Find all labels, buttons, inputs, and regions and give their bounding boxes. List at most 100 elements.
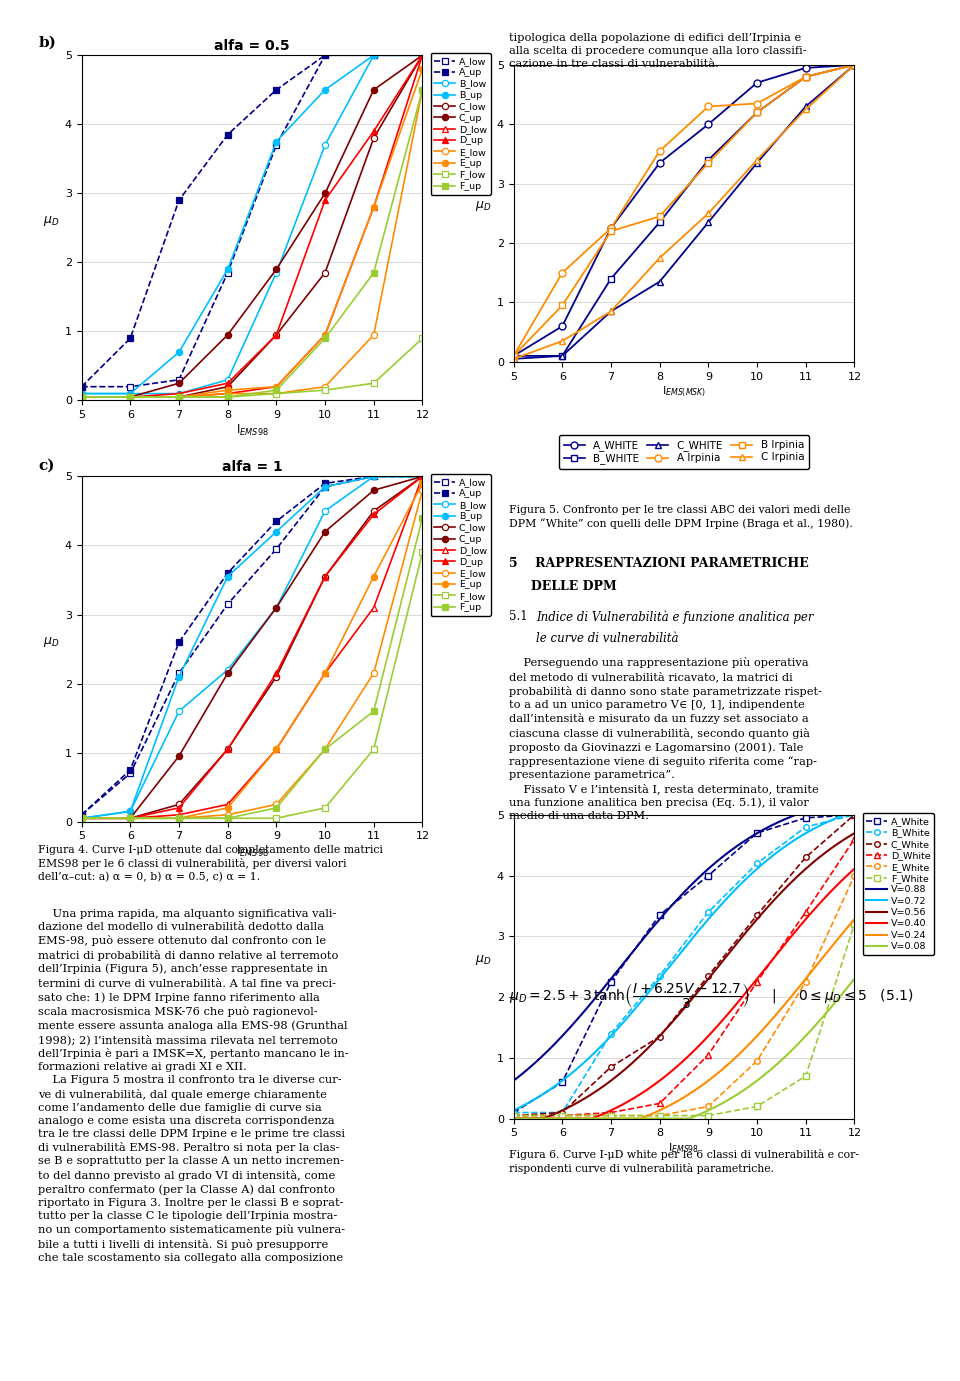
- C_low: [76, 389, 87, 406]
- Line: A Irpinia: A Irpinia: [510, 61, 858, 359]
- Text: Figura 6. Curve I-μD white per le 6 classi di vulnerabilità e cor-
rispondenti c: Figura 6. Curve I-μD white per le 6 clas…: [509, 1149, 859, 1174]
- E_low: [76, 809, 87, 826]
- F_low: [417, 330, 428, 347]
- D_up: [368, 505, 379, 522]
- F_low: [368, 374, 379, 392]
- A_up: [76, 378, 87, 395]
- A_up: [368, 47, 379, 64]
- D_up: [368, 123, 379, 139]
- Line: A_low: A_low: [79, 474, 425, 818]
- D_low: [76, 809, 87, 826]
- E_up: [76, 809, 87, 826]
- C_up: [173, 749, 184, 765]
- A_WHITE: [849, 57, 860, 73]
- C_low: [222, 740, 233, 757]
- A Irpinia: [703, 98, 714, 115]
- B_up: [271, 134, 282, 151]
- E_up: [368, 569, 379, 586]
- D_low: [368, 199, 379, 215]
- B Irpinia: [752, 104, 763, 120]
- E_up: [271, 378, 282, 395]
- B_low: [320, 503, 331, 519]
- A_low: [76, 807, 87, 823]
- Y-axis label: $\mu_D$: $\mu_D$: [42, 635, 60, 649]
- D_low: [173, 807, 184, 823]
- C_up: [271, 261, 282, 278]
- Line: C_low: C_low: [79, 52, 425, 400]
- D_low: [417, 47, 428, 64]
- F_up: [173, 809, 184, 826]
- A_low: [125, 378, 136, 395]
- F_low: [76, 389, 87, 406]
- B_low: [76, 809, 87, 826]
- B_up: [173, 344, 184, 360]
- B_WHITE: [605, 271, 616, 287]
- Line: D_low: D_low: [79, 474, 425, 822]
- C_WHITE: [508, 351, 519, 367]
- C_WHITE: [849, 57, 860, 73]
- D_up: [320, 569, 331, 586]
- B_WHITE: [508, 348, 519, 365]
- B_up: [125, 385, 136, 402]
- Line: C_up: C_up: [79, 474, 425, 822]
- Line: E_up: E_up: [79, 66, 425, 400]
- A_low: [222, 597, 233, 613]
- B_low: [320, 137, 331, 153]
- B_WHITE: [752, 104, 763, 120]
- E_up: [222, 800, 233, 816]
- D_low: [125, 389, 136, 406]
- Line: A_up: A_up: [79, 52, 425, 389]
- A_WHITE: [654, 155, 665, 171]
- C Irpinia: [752, 152, 763, 168]
- Legend: A_White, B_White, C_White, D_White, E_White, F_White, V=0.88, V=0.72, V=0.56, V=: A_White, B_White, C_White, D_White, E_Wh…: [862, 813, 934, 956]
- A_low: [76, 378, 87, 395]
- B_up: [417, 47, 428, 64]
- B_low: [417, 468, 428, 485]
- Text: c): c): [38, 458, 55, 472]
- D_low: [368, 599, 379, 616]
- F_low: [271, 385, 282, 402]
- E_up: [125, 389, 136, 406]
- Line: B Irpinia: B Irpinia: [510, 61, 858, 359]
- C_WHITE: [557, 348, 568, 365]
- E_up: [417, 61, 428, 77]
- C_low: [417, 47, 428, 64]
- B_up: [417, 468, 428, 485]
- E_up: [417, 475, 428, 492]
- F_up: [417, 510, 428, 526]
- F_low: [173, 809, 184, 826]
- D_low: [222, 385, 233, 402]
- A_up: [76, 807, 87, 823]
- Line: B_WHITE: B_WHITE: [510, 61, 858, 359]
- E_up: [173, 389, 184, 406]
- A Irpinia: [654, 142, 665, 159]
- F_up: [417, 81, 428, 98]
- E_low: [320, 740, 331, 757]
- C Irpinia: [703, 206, 714, 222]
- F_up: [368, 265, 379, 282]
- B_low: [271, 599, 282, 616]
- F_low: [368, 740, 379, 757]
- Text: le curve di vulnerabilità: le curve di vulnerabilità: [536, 632, 678, 645]
- Legend: A_low, A_up, B_low, B_up, C_low, C_up, D_low, D_up, E_low, E_up, F_low, F_up: A_low, A_up, B_low, B_up, C_low, C_up, D…: [430, 474, 491, 616]
- C_low: [76, 809, 87, 826]
- B Irpinia: [557, 297, 568, 313]
- C_low: [271, 668, 282, 685]
- Text: DELLE DPM: DELLE DPM: [509, 580, 616, 592]
- B_up: [271, 523, 282, 540]
- C_low: [173, 795, 184, 812]
- C_up: [271, 599, 282, 616]
- B_up: [368, 468, 379, 485]
- A_low: [173, 371, 184, 388]
- A_up: [222, 127, 233, 144]
- F_low: [222, 809, 233, 826]
- B_up: [76, 809, 87, 826]
- C_up: [125, 809, 136, 826]
- F_up: [222, 389, 233, 406]
- B Irpinia: [605, 222, 616, 239]
- Line: A_WHITE: A_WHITE: [510, 61, 858, 359]
- D_low: [173, 389, 184, 406]
- C Irpinia: [605, 302, 616, 319]
- Line: D_up: D_up: [79, 52, 425, 400]
- E_up: [320, 327, 331, 344]
